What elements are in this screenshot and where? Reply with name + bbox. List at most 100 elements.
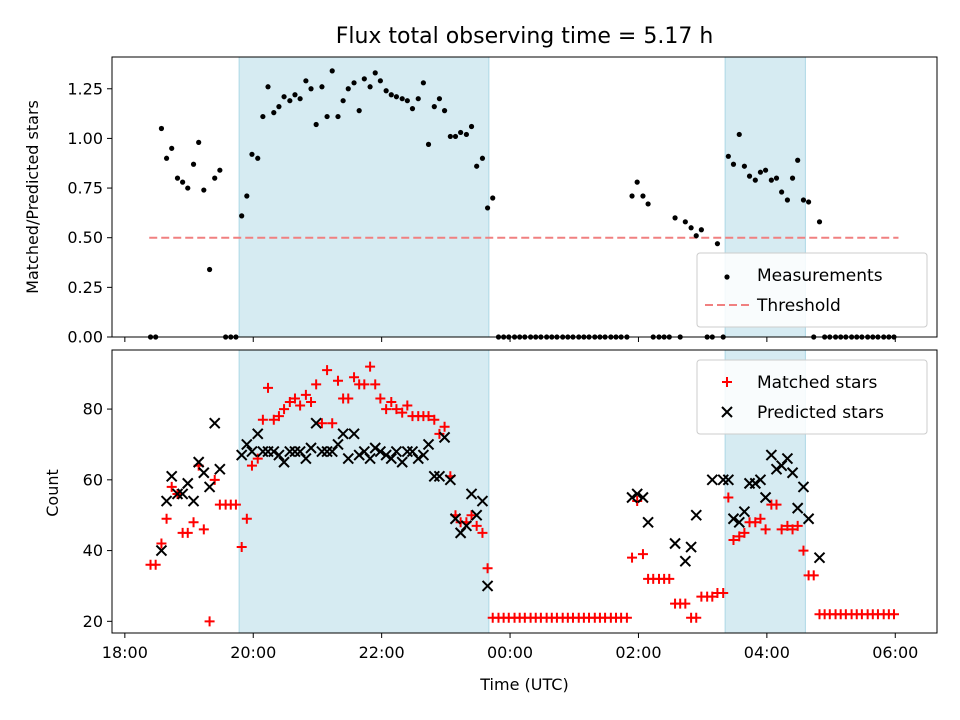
data-point	[246, 445, 258, 458]
data-point	[438, 431, 451, 444]
data-point	[484, 205, 491, 211]
ratio-panel: 0.00 0.25 0.50 0.75 1.00 1.25 Measurements Thre…	[67, 56, 938, 347]
data-point	[345, 86, 351, 92]
data-point	[305, 442, 317, 454]
data-point	[429, 414, 440, 425]
data-point	[399, 96, 405, 102]
data-point	[209, 417, 221, 429]
data-point	[375, 393, 386, 404]
data-point	[782, 520, 793, 531]
x-tick-label: 06:00	[872, 643, 918, 662]
data-point	[198, 524, 209, 535]
data-point	[471, 520, 482, 531]
data-point	[281, 94, 287, 100]
ratio-y-axis-label: Matched/Predicted stars	[23, 100, 42, 294]
data-point	[359, 379, 370, 390]
data-point	[888, 609, 899, 620]
data-point	[214, 463, 226, 475]
legend-marker	[721, 406, 733, 418]
y-tick-label: 60	[83, 470, 103, 489]
data-point	[789, 175, 796, 181]
data-point	[691, 612, 702, 623]
data-point	[171, 488, 184, 500]
data-point	[776, 524, 787, 535]
count-panel: 20 40 60 80 18:00 20:00 22:00 00:00 02:00 04:00 06…	[83, 349, 938, 662]
y-tick-label: 0.00	[67, 328, 103, 347]
data-point	[813, 551, 826, 564]
data-point	[816, 219, 823, 225]
x-tick-label: 00:00	[487, 643, 533, 662]
data-point	[353, 449, 365, 461]
data-point	[771, 499, 782, 510]
data-point	[465, 488, 478, 500]
shaded-span-1-0	[238, 349, 490, 634]
data-point	[356, 108, 362, 114]
data-point	[787, 524, 798, 535]
data-point	[768, 177, 774, 183]
data-point	[160, 495, 173, 507]
data-point	[698, 227, 704, 233]
x-tick-label: 02:00	[615, 643, 661, 662]
x-tick-label: 04:00	[744, 643, 790, 662]
data-point	[808, 570, 819, 581]
data-point	[206, 266, 213, 273]
data-point	[423, 411, 434, 422]
data-point	[381, 404, 392, 415]
data-point	[415, 96, 421, 102]
data-point	[284, 445, 296, 458]
data-point	[335, 113, 341, 120]
data-point	[750, 517, 761, 528]
data-point	[773, 175, 780, 181]
data-point	[757, 169, 764, 175]
data-point	[190, 161, 197, 167]
data-point	[300, 389, 311, 400]
legend-box	[696, 252, 928, 328]
data-point	[278, 456, 290, 468]
data-point	[797, 481, 810, 493]
data-point	[374, 445, 387, 458]
data-point	[425, 141, 432, 147]
data-point	[441, 108, 448, 114]
data-point	[263, 382, 274, 393]
data-point	[342, 452, 354, 465]
data-point	[433, 470, 446, 482]
chart-title: Flux total observing time = 5.17 h	[336, 24, 714, 49]
shaded-span-0-0	[238, 56, 490, 338]
x-axis-label: Time (UTC)	[479, 675, 568, 694]
data-point	[212, 175, 218, 181]
data-point	[452, 133, 459, 140]
legend-box	[696, 359, 928, 435]
data-point	[324, 113, 330, 120]
data-point	[158, 125, 165, 132]
data-point	[738, 505, 751, 518]
data-point	[313, 121, 319, 128]
data-point	[289, 445, 301, 458]
series-predicted-stars	[155, 417, 826, 592]
data-point	[180, 179, 186, 185]
data-point	[688, 225, 694, 231]
data-point	[306, 397, 317, 408]
data-point	[679, 555, 692, 567]
data-point	[420, 80, 426, 86]
data-point	[257, 445, 269, 458]
data-point	[631, 488, 643, 500]
plot-frame	[111, 349, 938, 634]
data-point	[343, 393, 354, 404]
data-point	[260, 113, 266, 120]
data-point	[422, 438, 435, 451]
data-point	[209, 474, 220, 485]
data-point	[802, 513, 815, 525]
data-point	[718, 588, 729, 599]
data-point	[300, 452, 312, 465]
data-point	[311, 379, 322, 390]
data-point	[397, 407, 408, 418]
data-point	[316, 418, 327, 429]
data-point	[310, 417, 322, 429]
data-point	[470, 509, 483, 521]
data-point	[795, 157, 801, 163]
data-point	[436, 96, 443, 102]
data-point	[386, 397, 397, 408]
data-point	[316, 445, 328, 458]
data-point	[383, 88, 389, 94]
